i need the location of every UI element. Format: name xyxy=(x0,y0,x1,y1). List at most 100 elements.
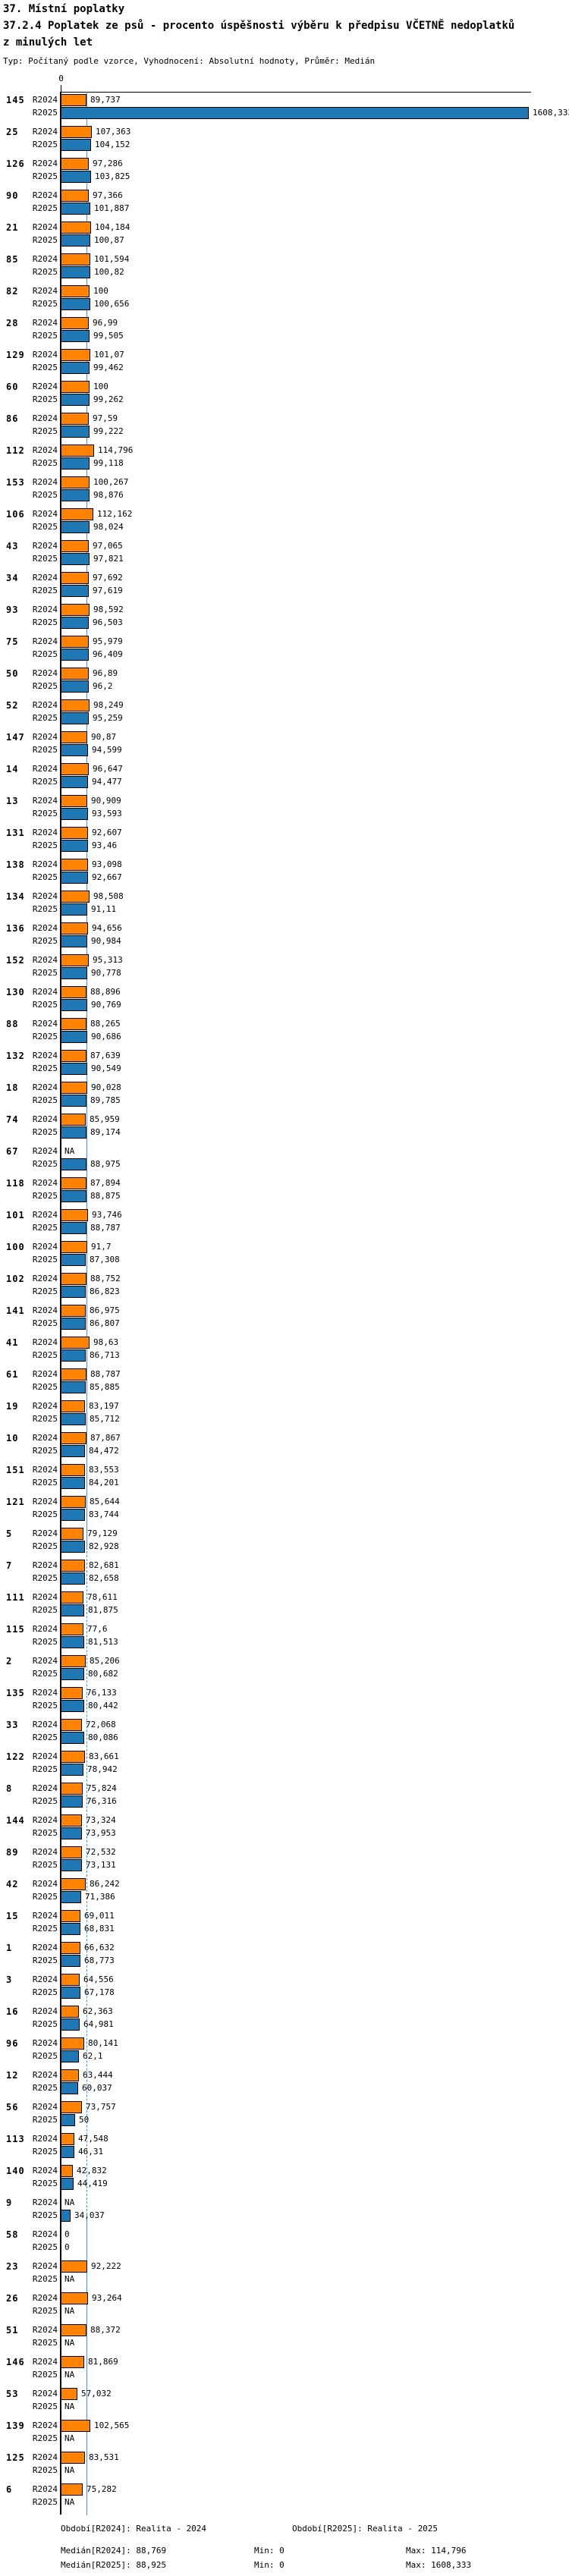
bar-group: 19 R2024 83,197 R2025 85,712 xyxy=(0,1400,569,1425)
r2024-bar xyxy=(61,1082,87,1094)
bar-value-label: 96,99 xyxy=(93,318,118,328)
bar-group: 6 R2024 75,282 R2025 NA xyxy=(0,2483,569,2508)
group-id-label: 42 xyxy=(6,1879,19,1890)
bar-row-r2025: R2025 95,259 xyxy=(0,712,569,724)
bar-row-r2024: R2024 98,508 xyxy=(0,891,569,903)
series-label: R2024 xyxy=(32,1974,58,1984)
bar-value-label: 102,565 xyxy=(94,2420,130,2430)
bar-row-r2024: R2024 112,162 xyxy=(0,508,569,520)
group-id-label: 21 xyxy=(6,222,19,233)
bar-row-r2024: R2024 72,068 xyxy=(0,1719,569,1731)
group-id-label: 139 xyxy=(6,2420,25,2431)
bar-value-label: 60,037 xyxy=(82,2083,112,2093)
series-label: R2024 xyxy=(32,1274,58,1283)
bar-group: 52 R2024 98,249 R2025 95,259 xyxy=(0,699,569,724)
series-label: R2025 xyxy=(32,1095,58,1105)
bar-value-label: 81,869 xyxy=(88,2357,118,2367)
r2025-bar xyxy=(61,1158,86,1170)
r2025-bar xyxy=(61,394,90,406)
group-id-label: 26 xyxy=(6,2293,19,2304)
group-id-label: 23 xyxy=(6,2261,19,2272)
bar-value-label: 93,264 xyxy=(92,2293,122,2303)
bar-value-label: NA xyxy=(64,2197,75,2207)
bar-row-r2025: R2025 34,037 xyxy=(0,2210,569,2222)
bar-value-label: 90,028 xyxy=(91,1082,121,1092)
bar-row-r2024: R2024 97,692 xyxy=(0,572,569,584)
series-label: R2024 xyxy=(32,95,58,105)
bar-value-label: 97,065 xyxy=(93,541,123,551)
bar-group: 51 R2024 88,372 R2025 NA xyxy=(0,2324,569,2349)
r2025-bar xyxy=(61,1222,86,1234)
r2025-bar xyxy=(61,2178,74,2190)
r2025-bar xyxy=(61,1859,82,1871)
series-label: R2025 xyxy=(32,1733,58,1742)
group-id-label: 147 xyxy=(6,732,25,743)
footer-period-r2024: Období[R2024]: Realita - 2024 xyxy=(61,2524,207,2534)
group-id-label: 93 xyxy=(6,605,19,615)
bar-value-label: 90,984 xyxy=(91,936,121,946)
bar-value-label: NA xyxy=(64,2402,75,2411)
bar-row-r2024: R2024 47,548 xyxy=(0,2133,569,2145)
bar-group: 135 R2024 76,133 R2025 80,442 xyxy=(0,1687,569,1712)
bar-value-label: 62,363 xyxy=(83,2006,113,2016)
bar-row-r2025: R2025 44,419 xyxy=(0,2178,569,2190)
bar-value-label: 73,757 xyxy=(86,2102,116,2112)
series-label: R2025 xyxy=(32,2019,58,2029)
bar-value-label: 82,658 xyxy=(89,1573,119,1583)
series-label: R2025 xyxy=(32,1924,58,1934)
group-id-label: 19 xyxy=(6,1401,19,1412)
r2024-bar xyxy=(61,349,90,361)
bar-group: 129 R2024 101,07 R2025 99,462 xyxy=(0,349,569,374)
r2025-bar xyxy=(61,680,89,693)
group-id-label: 34 xyxy=(6,573,19,583)
r2025-bar xyxy=(61,1764,83,1776)
bar-group: 60 R2024 100 R2025 99,262 xyxy=(0,381,569,406)
series-label: R2024 xyxy=(32,222,58,232)
bar-row-r2025: R2025 100,87 xyxy=(0,234,569,247)
r2024-bar xyxy=(61,2006,79,2018)
series-label: R2024 xyxy=(32,2325,58,2335)
bar-group: 67 R2024 NA R2025 88,975 xyxy=(0,1145,569,1170)
bar-value-label: 93,746 xyxy=(92,1210,122,1220)
bar-value-label: 97,59 xyxy=(93,413,118,423)
r2024-bar xyxy=(61,221,91,234)
bar-value-label: 100,656 xyxy=(94,299,130,309)
bar-value-label: 84,201 xyxy=(89,1478,119,1487)
bar-row-r2024: R2024 83,661 xyxy=(0,1751,569,1763)
group-id-label: 41 xyxy=(6,1337,19,1348)
bar-row-r2024: R2024 91,7 xyxy=(0,1241,569,1253)
bar-value-label: 87,867 xyxy=(90,1433,121,1443)
bar-value-label: 87,308 xyxy=(90,1255,120,1264)
bar-group: 118 R2024 87,894 R2025 88,875 xyxy=(0,1177,569,1202)
bar-row-r2024: R2024 72,532 xyxy=(0,1846,569,1858)
bar-row-r2024: R2024 83,197 xyxy=(0,1400,569,1412)
bar-group: 33 R2024 72,068 R2025 80,086 xyxy=(0,1719,569,1744)
bar-value-label: 83,197 xyxy=(89,1401,119,1411)
series-label: R2025 xyxy=(32,1860,58,1870)
series-label: R2025 xyxy=(32,267,58,277)
bar-value-label: 93,098 xyxy=(92,859,122,869)
r2025-bar xyxy=(61,1700,84,1712)
group-id-label: 112 xyxy=(6,445,25,456)
r2024-bar xyxy=(61,2452,85,2464)
bar-group: 88 R2024 88,265 R2025 90,686 xyxy=(0,1018,569,1043)
series-label: R2025 xyxy=(32,2306,58,2316)
bar-row-r2025: R2025 86,823 xyxy=(0,1286,569,1298)
series-label: R2024 xyxy=(32,1943,58,1952)
r2025-bar xyxy=(61,872,88,884)
bar-group: 152 R2024 95,313 R2025 90,778 xyxy=(0,954,569,979)
group-id-label: 50 xyxy=(6,668,19,679)
group-id-label: 145 xyxy=(6,95,25,105)
bar-value-label: NA xyxy=(64,2306,75,2316)
r2024-bar xyxy=(61,1814,82,1827)
bar-value-label: 73,953 xyxy=(86,1828,116,1838)
group-id-label: 106 xyxy=(6,509,25,520)
bar-row-r2025: R2025 80,682 xyxy=(0,1668,569,1680)
r2025-bar xyxy=(61,234,90,247)
series-label: R2024 xyxy=(32,2420,58,2430)
r2024-bar xyxy=(61,731,87,743)
series-label: R2025 xyxy=(32,1573,58,1583)
bar-value-label: 100,87 xyxy=(94,235,124,245)
series-label: R2025 xyxy=(32,1350,58,1360)
r2025-bar xyxy=(61,203,90,215)
